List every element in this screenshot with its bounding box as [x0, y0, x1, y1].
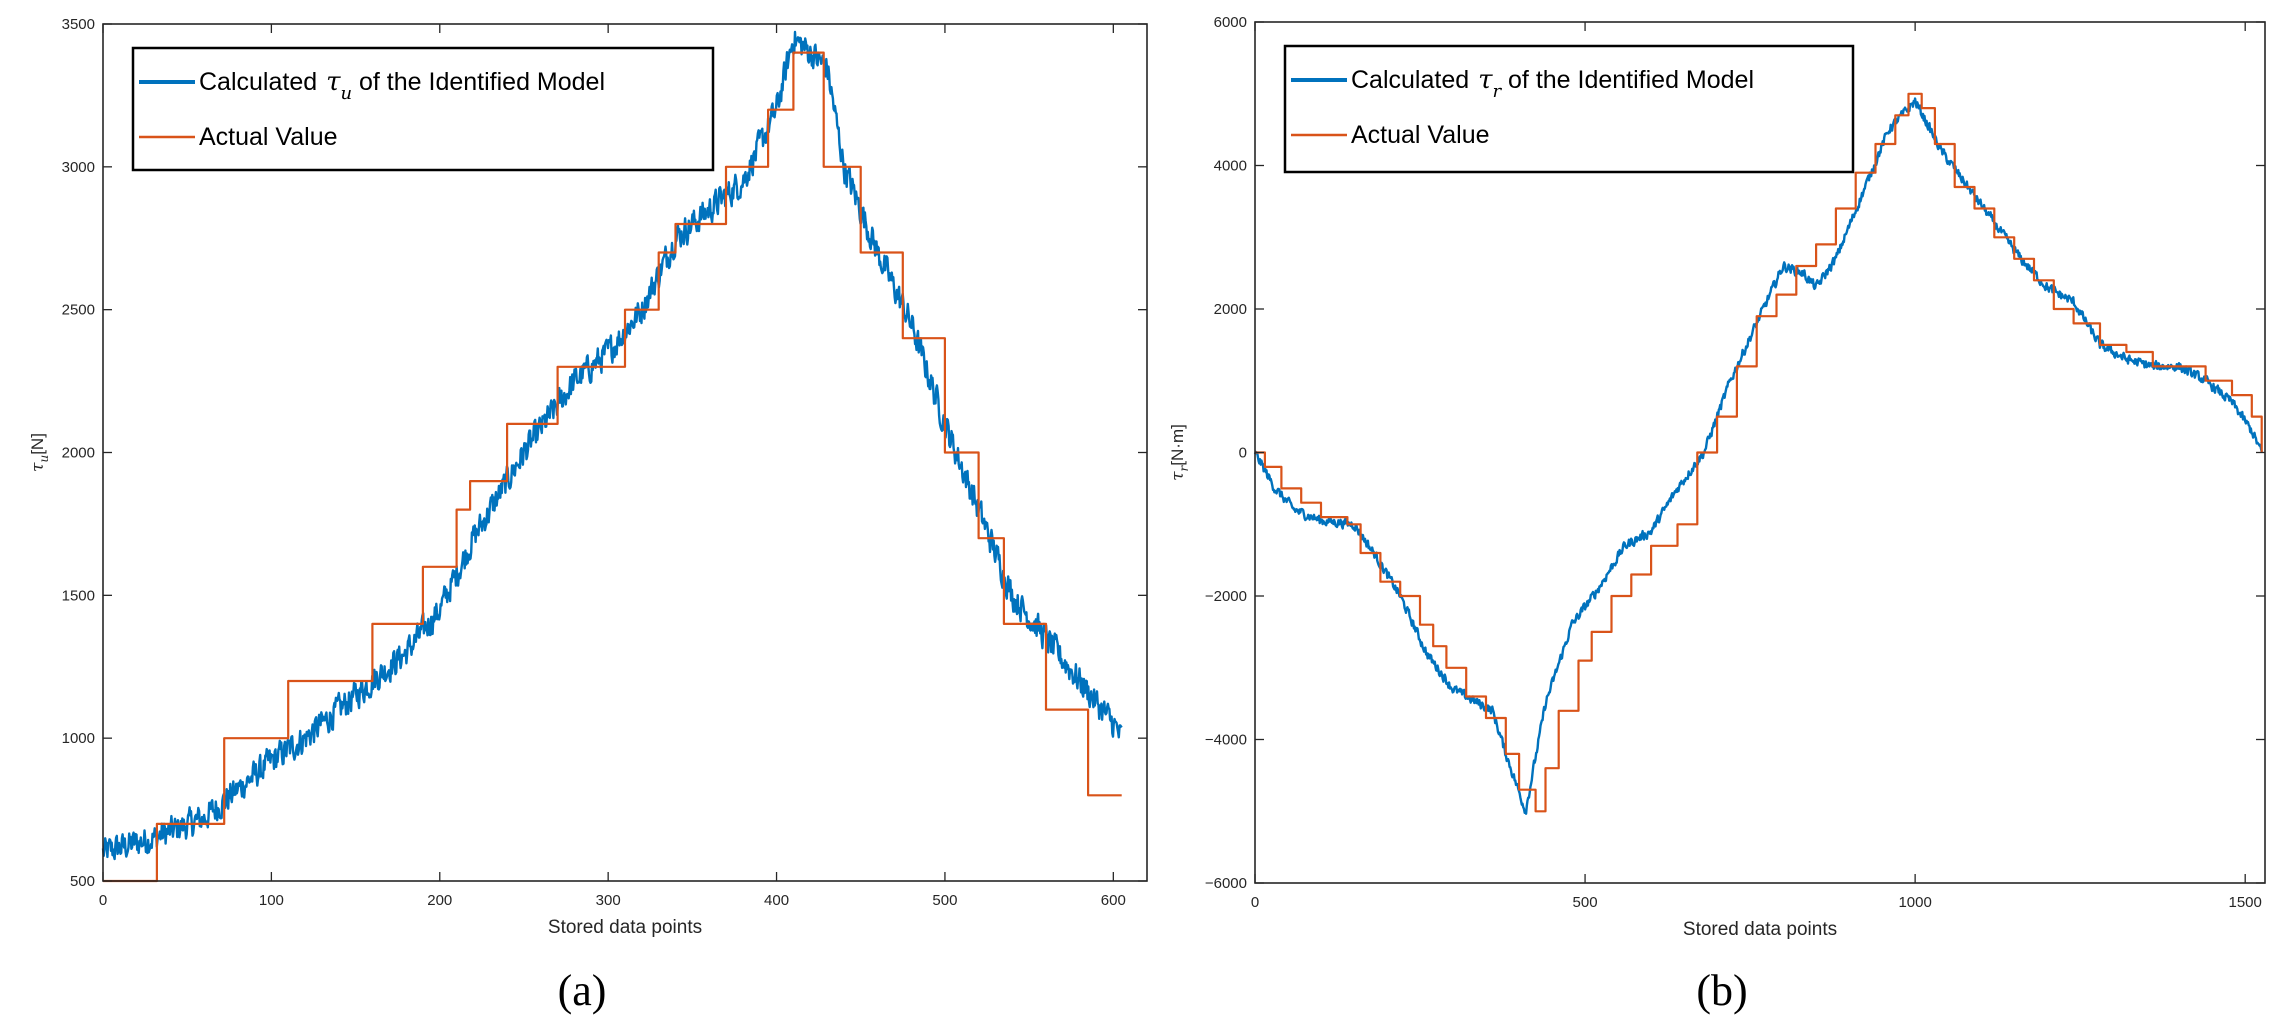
x-tick-label: 1500	[2229, 894, 2262, 911]
actual-value-line	[1255, 92, 2263, 813]
y-tick-label: −6000	[1205, 875, 1247, 892]
legend: Calculated τr of the Identified Model Act…	[1283, 44, 1855, 174]
y-tick-label: 2000	[62, 445, 95, 462]
x-tick-label: 100	[259, 892, 284, 909]
y-tick-label: 6000	[1214, 14, 1247, 31]
panel-label: (b)	[1696, 966, 1747, 1015]
y-axis-label: τr[N·m]	[1168, 424, 1191, 481]
y-tick-label: 4000	[1214, 158, 1247, 175]
x-tick-label: 600	[1101, 892, 1126, 909]
y-tick-label: 2000	[1214, 301, 1247, 318]
y-axis-label: τu[N]	[28, 433, 51, 472]
x-tick-label: 500	[932, 892, 957, 909]
y-tick-label: 0	[1239, 445, 1247, 462]
legend-box	[131, 46, 715, 172]
y-tick-label: −4000	[1205, 732, 1247, 749]
y-tick-label: 2500	[62, 302, 95, 319]
y-tick-label: 1500	[62, 587, 95, 604]
legend-label: Actual Value	[199, 123, 338, 151]
x-tick-label: 0	[1251, 894, 1259, 911]
y-tick-label: 500	[70, 873, 95, 890]
x-tick-label: 0	[99, 892, 107, 909]
actual-value-line	[103, 51, 1122, 883]
calculated-line	[101, 30, 1123, 861]
chart-panel-b: 0 500 1000 1500 −6000 −4000 −2000 0 2000 4000 6000…	[1168, 14, 2266, 1015]
legend: Calculated τu of the Identified Model Act…	[131, 46, 715, 172]
x-tick-label: 300	[596, 892, 621, 909]
x-axis-label: Stored data points	[548, 917, 702, 938]
x-tick-label: 500	[1573, 894, 1598, 911]
legend-label: Calculated τr of the Identified Model	[1351, 65, 1754, 102]
x-tick-label: 200	[427, 892, 452, 909]
y-tick-label: 1000	[62, 730, 95, 747]
y-tick-label: −2000	[1205, 588, 1247, 605]
x-axis-label: Stored data points	[1683, 919, 1837, 940]
y-tick-label: 3500	[62, 16, 95, 33]
x-tick-label: 400	[764, 892, 789, 909]
legend-label: Calculated τu of the Identified Model	[199, 67, 605, 104]
legend-box	[1283, 44, 1855, 174]
legend-label: Actual Value	[1351, 121, 1490, 149]
x-tick-label: 1000	[1898, 894, 1931, 911]
chart-panel-a: 0 100 200 300 400 500 600 500 1000 1500 2000 2500 30…	[28, 16, 1148, 1015]
y-tick-label: 3000	[62, 159, 95, 176]
panel-label: (a)	[558, 966, 607, 1015]
